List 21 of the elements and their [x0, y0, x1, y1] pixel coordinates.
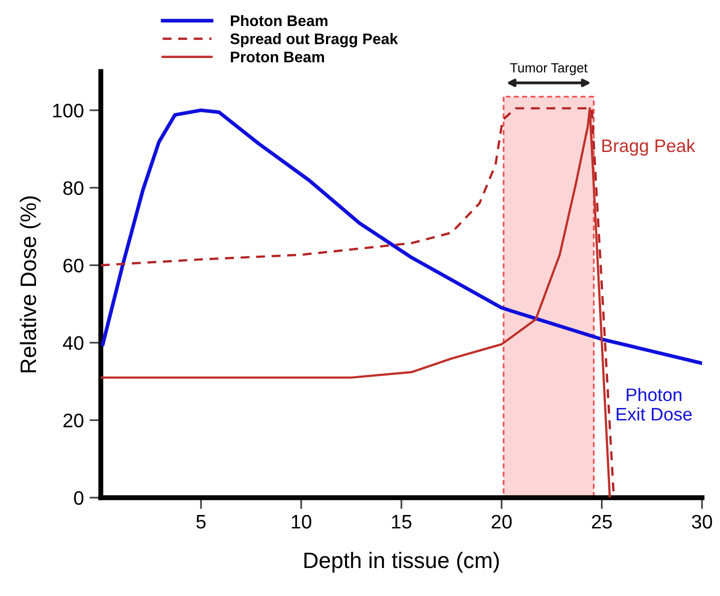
- y-tick-label: 60: [63, 258, 84, 272]
- y-tick-label: 80: [63, 181, 84, 195]
- y-axis-title: Relative Dose (%): [20, 196, 41, 372]
- legend-label: Proton Beam: [230, 52, 324, 62]
- x-tick-label: 5: [196, 515, 206, 529]
- x-axis-title: Depth in tissue (cm): [304, 552, 499, 573]
- band-label: Tumor Target: [510, 63, 588, 76]
- legend-label: Photon Beam: [230, 14, 328, 26]
- y-tick-label: 100: [53, 104, 84, 118]
- x-tick-label: 30: [692, 514, 712, 529]
- annotation: Bragg Peak: [602, 138, 696, 156]
- legend-label: Spread out Bragg Peak: [230, 33, 398, 48]
- y-tick-label: 20: [63, 414, 84, 428]
- annotation: Photon Exit Dose: [616, 388, 692, 421]
- y-tick-label: 0: [74, 491, 84, 505]
- line-series: [101, 108, 702, 366]
- x-tick-label: 25: [592, 514, 612, 529]
- x-tick-label: 15: [392, 515, 412, 529]
- x-tick-label: 10: [292, 514, 312, 529]
- y-tick-label: 40: [62, 336, 84, 350]
- x-tick-label: 20: [492, 514, 512, 529]
